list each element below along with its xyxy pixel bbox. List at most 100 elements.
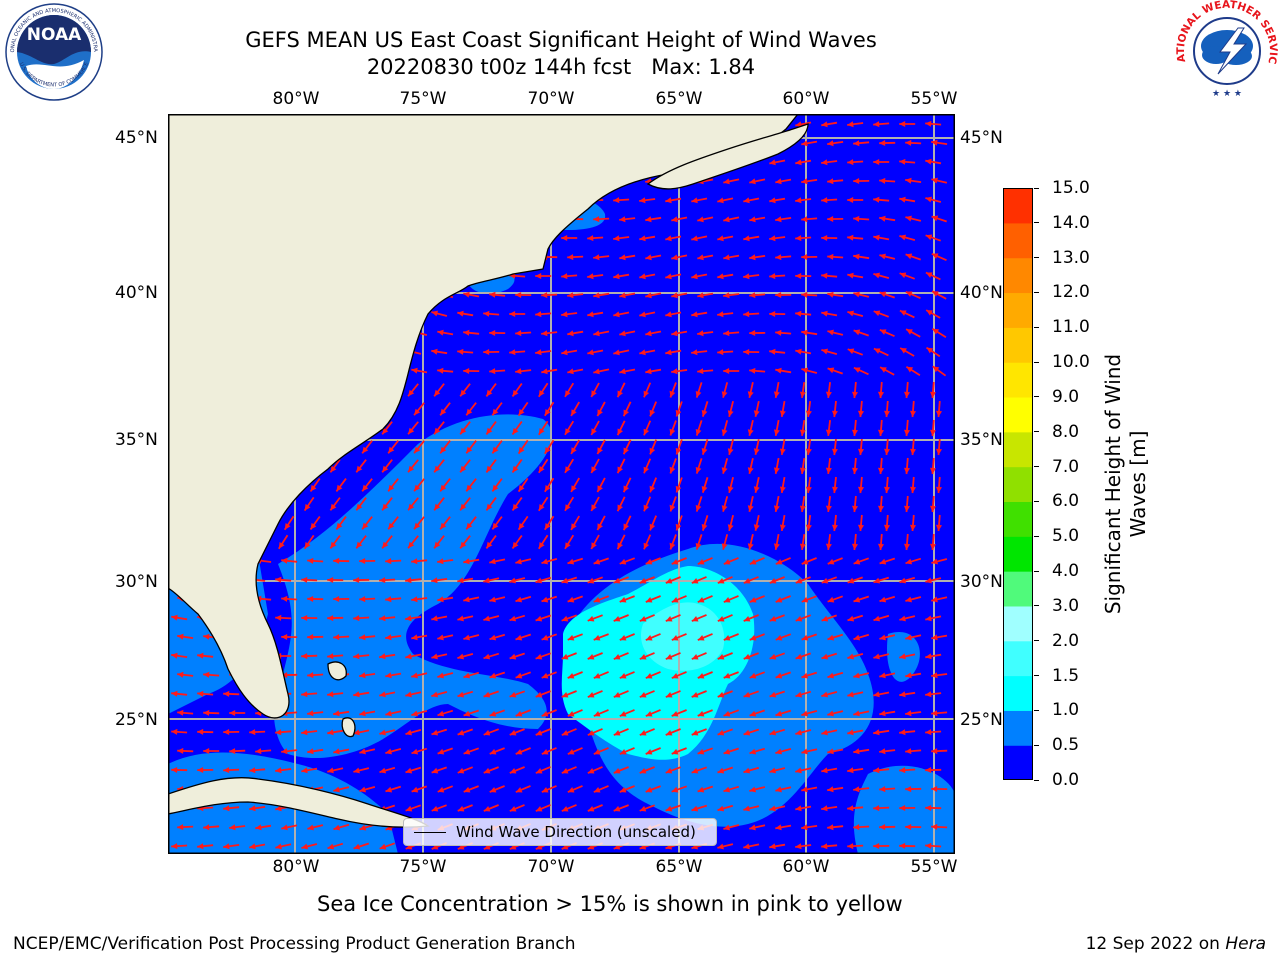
wave-direction-arrowhead — [645, 749, 653, 755]
wave-direction-arrowhead — [853, 824, 860, 831]
colorbar-segment — [1003, 605, 1033, 642]
wave-direction-arrowhead — [356, 541, 363, 549]
wave-direction-arrowhead — [717, 729, 725, 736]
lon-label-top: 55°W — [910, 89, 958, 109]
wave-direction-arrowhead — [821, 615, 829, 622]
wave-direction-arrowhead — [910, 448, 916, 455]
wave-direction-arrowhead — [643, 504, 650, 512]
wave-direction-arrowhead — [535, 615, 543, 622]
wave-direction-arrowhead — [301, 843, 308, 850]
wave-direction-arrowhead — [645, 711, 653, 717]
wave-direction-arrowhead — [613, 577, 621, 584]
wave-direction-arrowhead — [645, 786, 653, 793]
wave-direction-arrowhead — [721, 429, 728, 436]
wave-direction-arrowhead — [717, 273, 724, 280]
colorbar-tick-mark — [1034, 396, 1039, 398]
wave-direction-arrowhead — [749, 254, 756, 261]
wave-direction-arrowhead — [899, 842, 906, 849]
wave-direction-arrowhead — [727, 524, 734, 531]
wave-direction-arrowhead — [873, 310, 881, 317]
wave-direction-arrowhead — [821, 272, 828, 279]
wave-direction-arrowhead — [639, 654, 647, 660]
wave-direction-arrowhead — [509, 768, 517, 774]
wave-direction-arrowhead — [509, 729, 517, 736]
wave-direction-arrowhead — [249, 767, 256, 774]
wave-direction-arrowhead — [623, 409, 629, 417]
wave-direction-arrowhead — [743, 767, 751, 774]
lat-label-right: 45°N — [960, 128, 1003, 148]
wave-direction-arrowhead — [359, 634, 366, 641]
wave-direction-arrowhead — [879, 634, 886, 641]
colorbar-label-line1: Significant Height of Wind — [1101, 353, 1125, 615]
wave-direction-arrowhead — [671, 786, 679, 793]
wave-direction-arrowhead — [593, 368, 600, 375]
wave-direction-arrowhead — [775, 786, 782, 793]
wave-direction-arrowhead — [749, 824, 756, 831]
wave-direction-arrowhead — [879, 710, 886, 717]
lon-label-top: 80°W — [272, 89, 320, 109]
wave-direction-arrowhead — [284, 523, 291, 530]
wave-direction-arrowhead — [925, 729, 932, 736]
colorbar-tick-mark — [1034, 187, 1039, 189]
lat-label-left: 40°N — [115, 283, 158, 303]
wave-direction-arrowhead — [307, 710, 314, 717]
wave-direction-arrowhead — [873, 196, 880, 203]
footer-right: 12 Sep 2022 on Hera — [1086, 934, 1266, 954]
colorbar-tick-label: 0.5 — [1052, 735, 1080, 756]
wave-direction-arrowhead — [623, 447, 629, 455]
wave-direction-arrowhead — [538, 466, 545, 473]
wave-direction-arrowhead — [385, 558, 392, 565]
wave-direction-arrowhead — [544, 485, 551, 492]
wave-direction-arrowhead — [437, 672, 444, 679]
wave-direction-arrowhead — [535, 349, 542, 356]
wave-direction-arrowhead — [177, 633, 184, 640]
wave-direction-arrowhead — [827, 824, 834, 831]
wave-direction-arrowhead — [567, 292, 574, 299]
wave-direction-arrowhead — [852, 467, 858, 474]
wave-direction-arrowhead — [619, 254, 626, 261]
colorbar-segment — [1003, 640, 1033, 677]
wave-direction-arrowhead — [847, 729, 854, 736]
wave-direction-arrowhead — [565, 390, 571, 397]
wave-direction-arrowhead — [561, 768, 569, 774]
wave-direction-arrowhead — [229, 710, 236, 716]
colorbar-segment — [1003, 501, 1033, 537]
wave-direction-arrowhead — [753, 448, 760, 455]
wave-direction-arrowhead — [593, 558, 601, 565]
wave-direction-arrowhead — [388, 446, 395, 454]
wave-direction-arrowhead — [327, 691, 334, 698]
wave-direction-arrowhead — [743, 616, 751, 622]
wave-direction-arrowhead — [691, 654, 699, 660]
wave-direction-arrowhead — [639, 616, 647, 622]
wave-direction-arrowhead — [171, 652, 178, 659]
wave-direction-arrowhead — [483, 806, 491, 812]
wave-direction-arrowhead — [571, 523, 577, 530]
wave-direction-arrowhead — [203, 824, 210, 831]
wave-direction-arrowhead — [327, 615, 334, 622]
wave-direction-arrowhead — [437, 329, 444, 336]
wave-direction-arrowhead — [665, 349, 672, 356]
wave-direction-arrowhead — [853, 786, 860, 793]
wave-direction-arrowhead — [723, 368, 730, 374]
wave-direction-arrowhead — [695, 543, 702, 550]
wave-direction-arrowhead — [675, 409, 682, 417]
wave-direction-arrowhead — [463, 672, 471, 679]
wave-direction-arrowhead — [905, 215, 912, 222]
wave-direction-arrowhead — [353, 767, 360, 774]
wave-direction-arrowhead — [858, 486, 864, 493]
wave-direction-arrowhead — [821, 577, 829, 584]
wave-direction-arrowhead — [773, 505, 780, 512]
wave-direction-arrowhead — [717, 311, 724, 318]
colorbar-tick-label: 10.0 — [1052, 352, 1090, 373]
wave-direction-arrowhead — [509, 806, 517, 812]
wave-direction-arrowhead — [669, 428, 676, 436]
wave-direction-arrowhead — [645, 597, 653, 603]
wave-direction-arrowhead — [899, 196, 906, 203]
wave-direction-arrowhead — [515, 749, 523, 755]
wave-direction-arrowhead — [675, 523, 682, 531]
wave-direction-arrowhead — [853, 253, 860, 260]
wave-direction-arrowhead — [775, 367, 782, 374]
colorbar-tick-label: 11.0 — [1052, 317, 1090, 338]
wave-direction-arrowhead — [723, 292, 730, 299]
wave-direction-arrowhead — [512, 427, 519, 435]
